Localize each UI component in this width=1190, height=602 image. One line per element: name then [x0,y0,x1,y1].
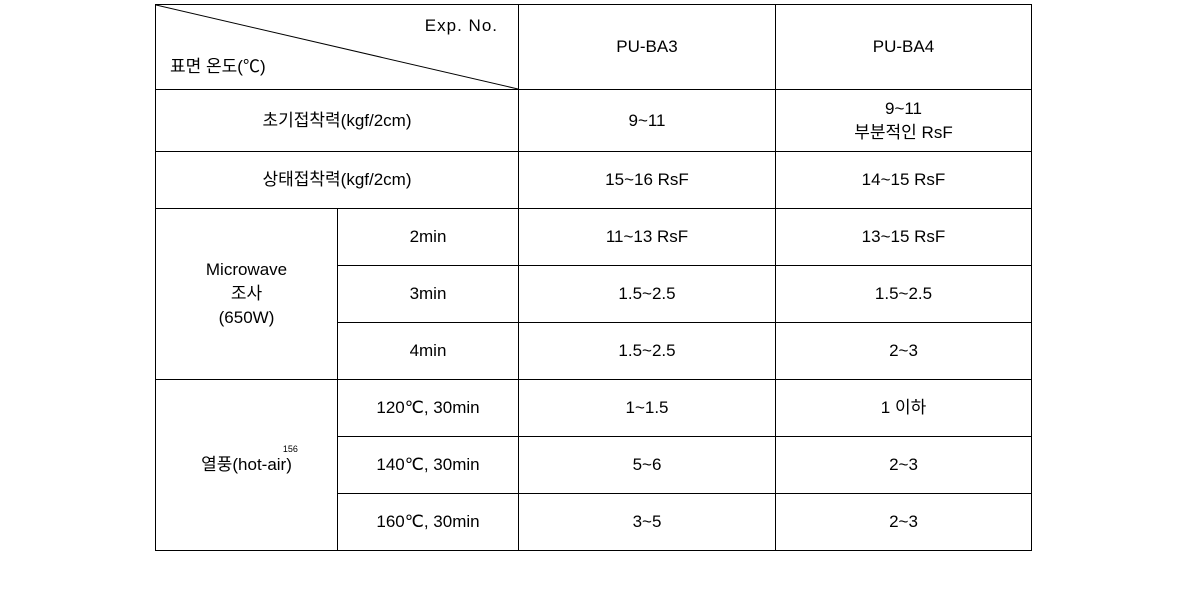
cell-text: 2min [410,227,447,246]
cell-text: 160℃, 30min [376,512,479,531]
superscript: 156 [283,443,298,457]
cell: 11~13 RsF [519,209,776,266]
cell-text: 9~11 [885,99,922,118]
cell: 2~3 [776,494,1032,551]
sub-label: 3min [338,266,519,323]
column-header-1: PU-BA3 [519,5,776,90]
column-header-2: PU-BA4 [776,5,1032,90]
cell-text: 5~6 [633,455,662,474]
label-text: 상태접착력(kgf/2cm) [262,170,411,189]
cell-text: 9~11 [628,111,665,130]
sub-label: 140℃, 30min [338,437,519,494]
col2-label: PU-BA4 [873,37,934,56]
cell: 9~11 [519,90,776,152]
label-text: 조사 [231,284,262,303]
row-label: 상태접착력(kgf/2cm) [156,152,519,209]
cell: 1 이하 [776,380,1032,437]
cell: 13~15 RsF [776,209,1032,266]
table-row: 초기접착력(kgf/2cm) 9~11 9~11 부분적인 RsF [156,90,1032,152]
cell-text: 4min [410,341,447,360]
table-row: 상태접착력(kgf/2cm) 15~16 RsF 14~15 RsF [156,152,1032,209]
sub-label: 160℃, 30min [338,494,519,551]
label-text: 초기접착력(kgf/2cm) [262,111,411,130]
cell: 1.5~2.5 [776,266,1032,323]
cell-text: 11~13 RsF [606,227,688,246]
diagonal-header-cell: Exp. No. 표면 온도(℃) [156,5,519,90]
cell-text: 1 이하 [881,398,926,417]
cell: 1~1.5 [519,380,776,437]
cell: 1.5~2.5 [519,266,776,323]
cell-text: 부분적인 RsF [854,123,952,142]
cell-text: 1.5~2.5 [618,284,675,303]
cell-text: 1.5~2.5 [875,284,932,303]
cell-text: 14~15 RsF [862,170,946,189]
cell: 3~5 [519,494,776,551]
cell: 14~15 RsF [776,152,1032,209]
cell: 5~6 [519,437,776,494]
row-label: 초기접착력(kgf/2cm) [156,90,519,152]
col1-label: PU-BA3 [616,37,677,56]
header-exp-no: Exp. No. [425,13,498,39]
sub-label: 4min [338,323,519,380]
label-text: 열풍(hot-air) [201,455,292,474]
cell-text: 15~16 RsF [605,170,689,189]
cell-text: 3min [410,284,447,303]
cell-text: 2~3 [889,512,918,531]
label-text: Microwave [206,260,287,279]
cell-text: 1.5~2.5 [618,341,675,360]
cell: 15~16 RsF [519,152,776,209]
cell-text: 1~1.5 [625,398,668,417]
data-table: Exp. No. 표면 온도(℃) PU-BA3 PU-BA4 초기접착력(kg… [155,4,1032,551]
cell-text: 140℃, 30min [376,455,479,474]
cell-text: 2~3 [889,455,918,474]
cell-text: 120℃, 30min [376,398,479,417]
cell: 2~3 [776,437,1032,494]
table-header-row: Exp. No. 표면 온도(℃) PU-BA3 PU-BA4 [156,5,1032,90]
table-row: 열풍(hot-air) 156 120℃, 30min 1~1.5 1 이하 [156,380,1032,437]
cell: 9~11 부분적인 RsF [776,90,1032,152]
group-label-microwave: Microwave 조사 (650W) [156,209,338,380]
cell: 1.5~2.5 [519,323,776,380]
cell-text: 2~3 [889,341,918,360]
cell-text: 3~5 [633,512,662,531]
header-surface-temp: 표면 온도(℃) [170,54,266,80]
cell: 2~3 [776,323,1032,380]
label-text: (650W) [219,308,275,327]
sub-label: 120℃, 30min [338,380,519,437]
sub-label: 2min [338,209,519,266]
group-label-hotair: 열풍(hot-air) 156 [156,380,338,551]
cell-text: 13~15 RsF [862,227,946,246]
table-row: Microwave 조사 (650W) 2min 11~13 RsF 13~15… [156,209,1032,266]
